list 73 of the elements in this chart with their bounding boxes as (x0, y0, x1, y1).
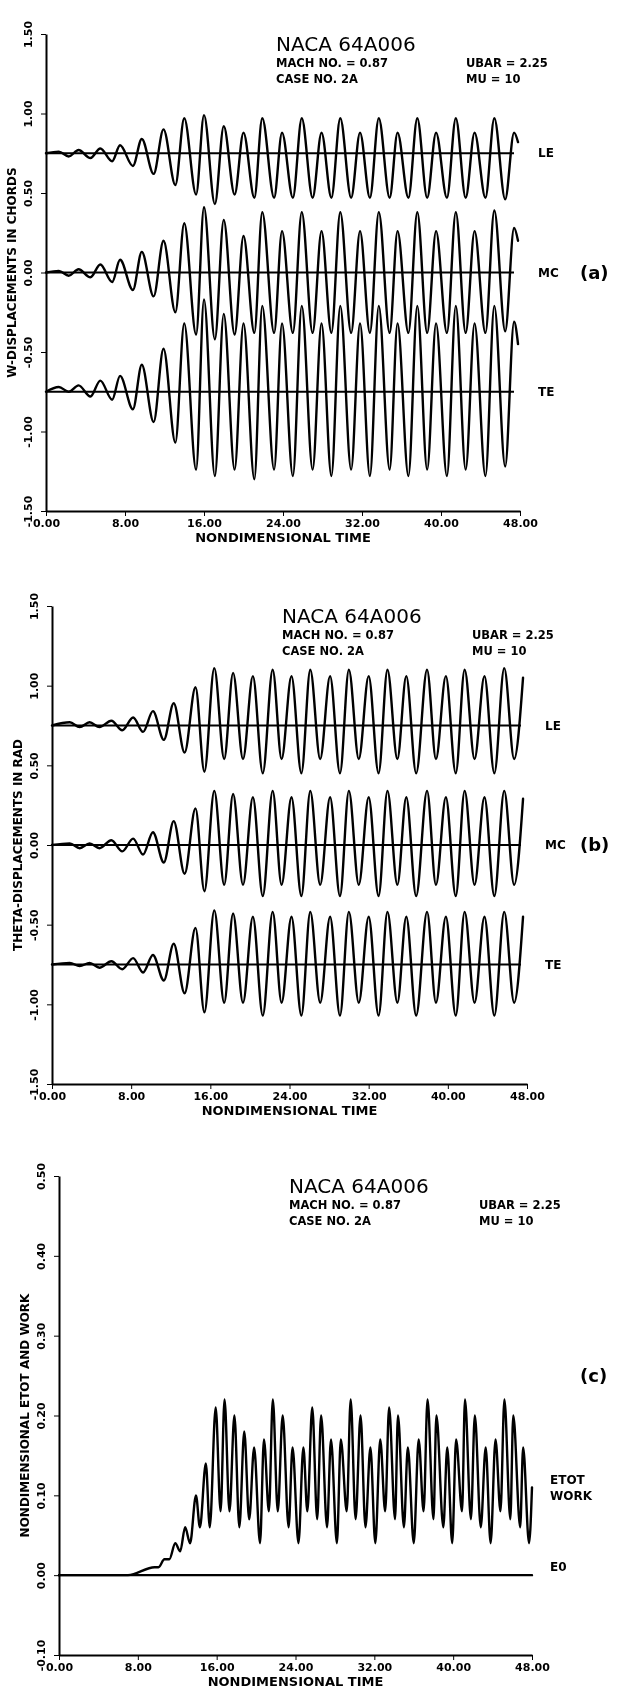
annotation: UBAR = 2.25 (479, 1198, 561, 1212)
text: TE (545, 957, 562, 972)
y-tick-label: -1.00 (28, 988, 41, 1021)
x-axis-title: NONDIMENSIONAL TIME (195, 530, 371, 545)
y-tick-label: 0.30 (35, 1322, 48, 1350)
y-tick-label: 0.00 (35, 1561, 48, 1590)
y-tick-label: 1.50 (28, 592, 41, 621)
x-tick-label: 40.00 (424, 516, 460, 530)
x-tick-label: 48.00 (515, 1660, 551, 1674)
text: (b) (580, 834, 610, 856)
x-tick-label: 16.00 (193, 1089, 229, 1103)
annotation: CASE NO. 2A (276, 72, 358, 86)
y-tick-label: 1.00 (28, 672, 41, 700)
y-tick-label: -0.50 (22, 336, 35, 369)
y-tick-label: -0.10 (35, 1639, 48, 1672)
x-tick-label: 32.00 (357, 1660, 393, 1674)
text: (a) (580, 261, 609, 283)
y-tick-label: 0.40 (35, 1242, 48, 1270)
y-tick-label: -1.50 (22, 495, 35, 528)
x-axis-title: NONDIMENSIONAL TIME (201, 1103, 378, 1118)
y-tick-label: -1.50 (28, 1068, 41, 1101)
x-tick-label: 40.00 (430, 1089, 467, 1103)
y-axis-title: NONDIMENSIONAL ETOT AND WORK (18, 1292, 32, 1538)
x-tick-label: 16.00 (199, 1660, 235, 1674)
x-tick-label: 8.00 (118, 1089, 146, 1103)
series-label: LE (538, 146, 554, 161)
x-tick-label: 32.00 (351, 1089, 387, 1103)
chart-title: NACA 64A006 (276, 32, 416, 56)
x-tick-label: 0.00 (45, 1660, 74, 1674)
y-tick-label: 1.00 (22, 100, 35, 128)
x-tick-label: 8.00 (111, 516, 140, 530)
text: LE (545, 718, 561, 733)
series-label: ETOT (550, 1472, 586, 1487)
annotation: MU = 10 (472, 644, 527, 658)
y-tick-label: -1.00 (22, 415, 35, 448)
annotation: MU = 10 (466, 72, 521, 86)
chart-title: NACA 64A006 (289, 1174, 429, 1198)
x-axis-title: NONDIMENSIONAL TIME (207, 1674, 384, 1688)
annotation: MACH NO. = 0.87 (289, 1198, 401, 1212)
x-tick-label: 32.00 (345, 516, 381, 530)
x-tick-label: 48.00 (503, 516, 539, 530)
annotation: UBAR = 2.25 (472, 628, 554, 642)
text: WORK (550, 1488, 593, 1503)
y-tick-label: 0.50 (28, 751, 41, 780)
y-tick-label: 0.00 (28, 831, 41, 860)
text: (c) (580, 1364, 608, 1386)
annotation: CASE NO. 2A (289, 1214, 371, 1228)
y-tick-label: 0.50 (35, 1162, 48, 1191)
x-tick-label: 8.00 (124, 1660, 153, 1674)
y-tick-label: 0.50 (22, 179, 35, 208)
x-tick-label: 24.00 (278, 1660, 314, 1674)
x-tick-label: 24.00 (266, 516, 302, 530)
y-tick-label: 0.10 (35, 1481, 48, 1510)
y-axis-title: W-DISPLACEMENTS IN CHORDS (5, 167, 19, 378)
y-tick-label: -0.50 (28, 908, 41, 942)
x-tick-label: 48.00 (510, 1089, 546, 1103)
annotation: CASE NO. 2A (282, 644, 364, 658)
text: MC (538, 265, 559, 280)
annotation: MACH NO. = 0.87 (276, 56, 388, 70)
y-tick-label: 0.00 (22, 259, 35, 287)
y-tick-label: 0.20 (35, 1402, 48, 1430)
annotation: UBAR = 2.25 (466, 56, 548, 70)
annotation: MACH NO. = 0.87 (282, 628, 394, 642)
x-tick-label: 16.00 (187, 516, 223, 530)
text: MC (545, 838, 566, 853)
text: TE (538, 384, 555, 399)
y-tick-label: 1.50 (22, 20, 35, 49)
x-tick-label: 40.00 (436, 1660, 472, 1674)
y-axis-title: THETA-DISPLACEMENTS IN RAD (11, 738, 25, 952)
x-tick-label: 24.00 (272, 1089, 308, 1103)
series-label: E0 (550, 1560, 567, 1575)
annotation: MU = 10 (479, 1214, 534, 1228)
chart-title: NACA 64A006 (282, 604, 422, 628)
